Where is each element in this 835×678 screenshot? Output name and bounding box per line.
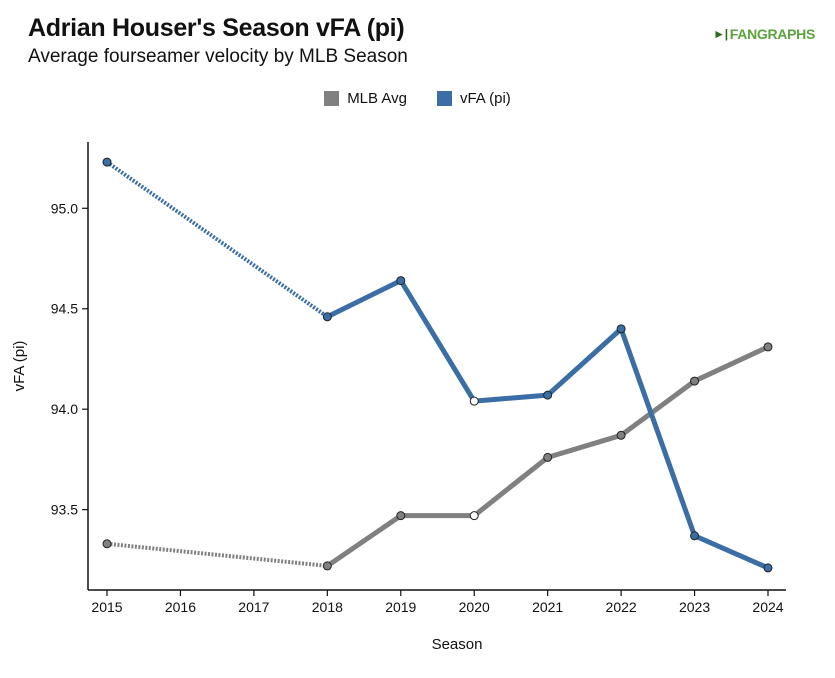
data-point-mlb-avg [763,342,773,352]
x-tick-label: 2023 [679,599,710,615]
x-tick-label: 2019 [385,599,416,615]
legend-label-mlb-avg: MLB Avg [347,90,407,107]
data-point-vfa-pi [396,276,406,286]
series-segment-vfa-pi [692,533,771,571]
data-point-mlb-avg [102,539,112,549]
data-point-vfa-pi [543,390,553,400]
data-point-mlb-avg [322,561,332,571]
series-segment-mlb-avg [471,454,551,519]
series-segment-vfa-pi [105,160,329,319]
data-point-mlb-avg [616,430,626,440]
series-segment-mlb-avg [545,432,624,460]
y-axis-title: vFA (pi) [11,341,28,392]
series-segment-vfa-pi [545,326,624,398]
fangraphs-logo[interactable]: ►| FANGRAPHS [713,26,815,42]
data-point-vfa-pi [690,531,700,541]
x-tick-label: 2021 [532,599,563,615]
y-tick-label: 95.0 [51,200,78,216]
legend-swatch-mlb-avg [324,91,340,106]
series-segment-mlb-avg [106,541,328,568]
data-point-vfa-pi [616,324,626,334]
axes: 2015 2016 2017 2018 2019 2020 2021 2022 2023 2024… [11,142,786,653]
chart-title: Adrian Houser's Season vFA (pi) [28,14,405,42]
logo-text: FANGRAPHS [729,26,816,42]
data-point-mlb-avg [690,376,700,386]
series-points [102,157,773,573]
series-segment-mlb-avg [324,513,404,569]
series-lines [105,160,771,571]
x-tick-label: 2024 [752,599,783,615]
x-tick-label: 2018 [312,599,343,615]
x-tick-label: 2017 [238,599,269,615]
legend-item-vfa[interactable]: vFA (pi) [436,90,511,107]
y-tick-label: 93.5 [51,502,78,518]
x-tick-label: 2016 [165,599,196,615]
series-segment-vfa-pi [324,278,404,320]
series-segment-vfa-pi [471,392,551,404]
legend-label-vfa: vFA (pi) [459,90,511,107]
series-segment-mlb-avg [692,344,771,384]
data-point-vfa-pi [102,157,112,167]
series-segment-vfa-pi [398,278,477,404]
data-point-mlb-avg [469,511,479,521]
legend-swatch-vfa [436,91,452,106]
y-tick-label: 94.0 [51,401,78,417]
data-point-vfa-pi [322,312,332,322]
data-point-vfa-pi [469,396,479,406]
fangraphs-figure-icon: ►| [713,27,728,41]
x-axis-title: Season [432,636,483,653]
y-tick-label: 94.5 [51,301,78,317]
chart-subtitle: Average fourseamer velocity by MLB Seaso… [28,46,408,67]
data-point-mlb-avg [396,511,406,521]
series-segment-vfa-pi [618,326,698,539]
legend-item-mlb-avg[interactable]: MLB Avg [324,90,407,107]
x-tick-label: 2015 [91,599,122,615]
data-point-vfa-pi [763,563,773,573]
x-tick-label: 2022 [606,599,637,615]
series-segment-mlb-avg [618,378,698,438]
data-point-mlb-avg [543,452,553,462]
chart-legend: MLB Avg vFA (pi) [0,90,835,107]
x-tick-label: 2020 [459,599,490,615]
